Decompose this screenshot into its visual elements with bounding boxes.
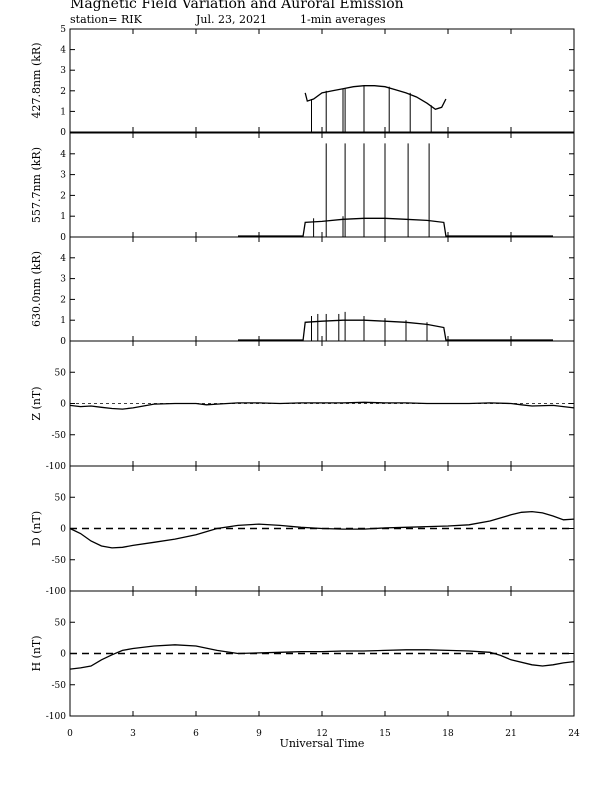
series-line	[238, 319, 553, 341]
y-tick-label: 3	[60, 66, 66, 76]
chart-title: Magnetic Field Variation and Auroral Emi…	[70, 0, 404, 12]
y-axis-label: 557.7nm (kR)	[30, 147, 43, 223]
y-tick-label: 50	[55, 493, 67, 503]
y-tick-label: 1	[60, 316, 66, 326]
panel-frame	[69, 236, 575, 342]
y-tick-label: 3	[60, 275, 66, 285]
y-tick-label: 4	[60, 254, 66, 264]
panel-frame	[69, 28, 575, 133]
y-tick-label: 0	[60, 525, 66, 535]
x-tick-label: 24	[568, 729, 580, 739]
series-line	[69, 644, 575, 670]
y-tick-label: 0	[60, 650, 66, 660]
y-tick-label: 3	[60, 171, 66, 181]
x-tick-label: 12	[316, 729, 327, 739]
y-tick-label: 0	[60, 337, 66, 347]
y-tick-label: -50	[52, 681, 67, 691]
y-tick-label: 1	[60, 212, 66, 222]
y-axis-label: H (nT)	[30, 635, 43, 671]
y-tick-label: 0	[60, 400, 66, 410]
y-tick-label: 1	[60, 107, 66, 117]
y-axis-label: 427.8nm (kR)	[30, 42, 43, 118]
y-tick-label: -50	[52, 431, 67, 441]
y-tick-label: 2	[60, 87, 66, 97]
y-tick-label: 4	[60, 46, 66, 56]
series-line	[69, 401, 575, 410]
y-tick-label: 0	[60, 128, 66, 138]
x-axis-label: Universal Time	[280, 737, 365, 750]
averaging-label: 1-min averages	[300, 13, 386, 26]
y-tick-label: 5	[60, 25, 66, 35]
y-tick-label: 2	[60, 191, 66, 201]
y-axis-label: Z (nT)	[30, 386, 43, 420]
y-tick-label: -100	[46, 712, 66, 722]
series-line	[69, 510, 575, 549]
y-tick-label: 50	[55, 618, 67, 628]
y-axis-label: 630.0nm (kR)	[30, 251, 43, 327]
x-tick-label: 15	[379, 729, 391, 739]
station-label: station= RIK	[70, 13, 142, 26]
y-tick-label: -100	[46, 587, 66, 597]
x-tick-label: 0	[67, 729, 73, 739]
date-label: Jul. 23, 2021	[196, 13, 267, 26]
y-tick-label: 50	[55, 368, 67, 378]
x-tick-label: 9	[256, 729, 262, 739]
x-tick-label: 18	[442, 729, 454, 739]
y-tick-label: 2	[60, 295, 66, 305]
x-tick-label: 6	[193, 729, 199, 739]
series-line	[304, 85, 447, 111]
y-tick-label: 4	[60, 150, 66, 160]
y-tick-label: -50	[52, 556, 67, 566]
y-tick-label: 0	[60, 233, 66, 243]
series-line	[238, 217, 553, 237]
x-tick-label: 21	[505, 729, 516, 739]
y-axis-label: D (nT)	[30, 511, 43, 546]
x-tick-label: 3	[130, 729, 136, 739]
y-tick-label: -100	[46, 462, 66, 472]
